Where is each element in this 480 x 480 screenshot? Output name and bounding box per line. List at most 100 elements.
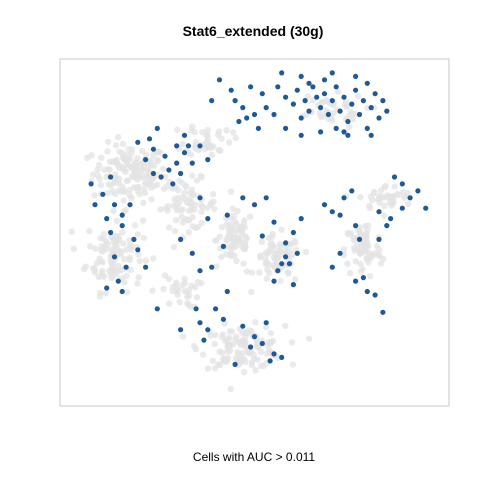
background-cell-point [237, 341, 244, 349]
highlighted-cell-point [271, 351, 277, 357]
highlighted-cell-point [279, 354, 285, 360]
highlighted-cell-point [111, 254, 118, 260]
background-cell-point [263, 275, 271, 282]
background-cell-point [248, 269, 256, 276]
highlighted-cell-point [384, 108, 390, 114]
highlighted-cell-point [318, 129, 324, 135]
highlighted-cell-point [119, 212, 125, 218]
background-cell-point [364, 227, 371, 234]
background-cell-point [111, 171, 119, 178]
background-cell-point [188, 186, 196, 193]
highlighted-cell-point [189, 160, 195, 166]
background-cell-point [366, 273, 374, 280]
highlighted-cell-point [127, 202, 133, 208]
highlighted-cell-point [205, 216, 211, 222]
background-cell-point [198, 174, 205, 181]
background-cell-point [366, 204, 374, 212]
background-cell-point [215, 361, 222, 368]
background-cell-point [208, 151, 216, 159]
background-cell-point [257, 252, 264, 259]
background-cell-point [267, 340, 274, 347]
background-cell-point [119, 229, 126, 236]
highlighted-cell-point [197, 143, 203, 149]
highlighted-cell-point [154, 125, 160, 131]
highlighted-cell-point [181, 150, 188, 156]
background-cell-point [151, 162, 158, 169]
background-cell-point [226, 139, 233, 146]
highlighted-cell-point [115, 278, 121, 284]
background-cell-point [252, 319, 259, 326]
background-cell-point [231, 229, 239, 236]
highlighted-cell-point [283, 94, 289, 100]
background-cell-point [101, 166, 108, 173]
highlighted-cell-point [240, 323, 246, 329]
background-cell-point [370, 190, 377, 197]
highlighted-cell-point [321, 91, 328, 97]
background-cell-point [304, 93, 311, 100]
background-cell-point [198, 280, 205, 287]
background-cell-point [219, 356, 227, 363]
highlighted-cell-point [314, 94, 320, 100]
background-cell-point [151, 182, 158, 190]
background-cell-point [155, 148, 162, 156]
background-cell-point [159, 165, 167, 172]
background-cell-point [323, 96, 330, 104]
background-cell-point [121, 188, 129, 195]
background-cell-point [111, 176, 119, 183]
background-cell-point [127, 266, 134, 274]
highlighted-cell-point [306, 80, 312, 86]
background-cell-point [263, 259, 271, 266]
background-cell-point [135, 274, 142, 281]
highlighted-cell-point [341, 129, 347, 135]
background-cell-point [209, 357, 217, 365]
background-cell-point [277, 277, 284, 285]
highlighted-cell-point [178, 327, 184, 333]
highlighted-cell-point [271, 278, 277, 284]
background-cell-point [265, 234, 272, 242]
background-cell-point [109, 188, 116, 195]
highlighted-cell-point [271, 111, 277, 118]
background-cell-point [245, 349, 252, 357]
highlighted-cell-point [283, 240, 289, 246]
highlighted-cell-point [135, 139, 141, 145]
background-cell-point [174, 195, 182, 202]
background-cell-point [227, 188, 235, 195]
highlighted-cell-point [170, 181, 176, 187]
background-cell-point [232, 134, 239, 142]
background-cell-point [191, 128, 198, 136]
background-cell-point [183, 215, 190, 223]
background-cell-point [82, 263, 90, 270]
background-cell-point [365, 242, 372, 249]
background-cell-point [145, 167, 153, 174]
highlighted-cell-point [205, 327, 211, 333]
highlighted-cell-point [333, 125, 339, 131]
background-cell-point [358, 242, 366, 250]
highlighted-cell-point [197, 320, 203, 326]
background-cell-point [99, 267, 106, 275]
background-cell-point [179, 140, 186, 148]
background-cell-point [119, 140, 127, 148]
highlighted-cell-point [174, 160, 180, 166]
background-cell-point [99, 248, 106, 255]
background-cell-point [242, 358, 249, 365]
highlighted-cell-point [259, 340, 265, 347]
highlighted-cell-point [364, 125, 370, 131]
highlighted-cell-point [302, 98, 308, 104]
background-cell-point [357, 260, 364, 268]
highlighted-cell-point [143, 157, 149, 163]
highlighted-cell-point [209, 264, 215, 270]
background-cell-point [165, 224, 173, 231]
background-cell-point [286, 247, 293, 255]
background-cell-point [187, 200, 194, 207]
background-cell-point [135, 251, 142, 258]
background-cell-point [231, 252, 238, 259]
background-cell-point [123, 272, 130, 280]
background-cell-point [115, 262, 122, 270]
highlighted-cell-point [158, 174, 164, 180]
background-cell-point [346, 123, 353, 131]
highlighted-cell-point [162, 153, 168, 159]
highlighted-cell-point [376, 209, 382, 215]
background-cell-point [282, 322, 289, 330]
highlighted-cell-point [150, 170, 156, 177]
background-cell-point [352, 258, 359, 265]
